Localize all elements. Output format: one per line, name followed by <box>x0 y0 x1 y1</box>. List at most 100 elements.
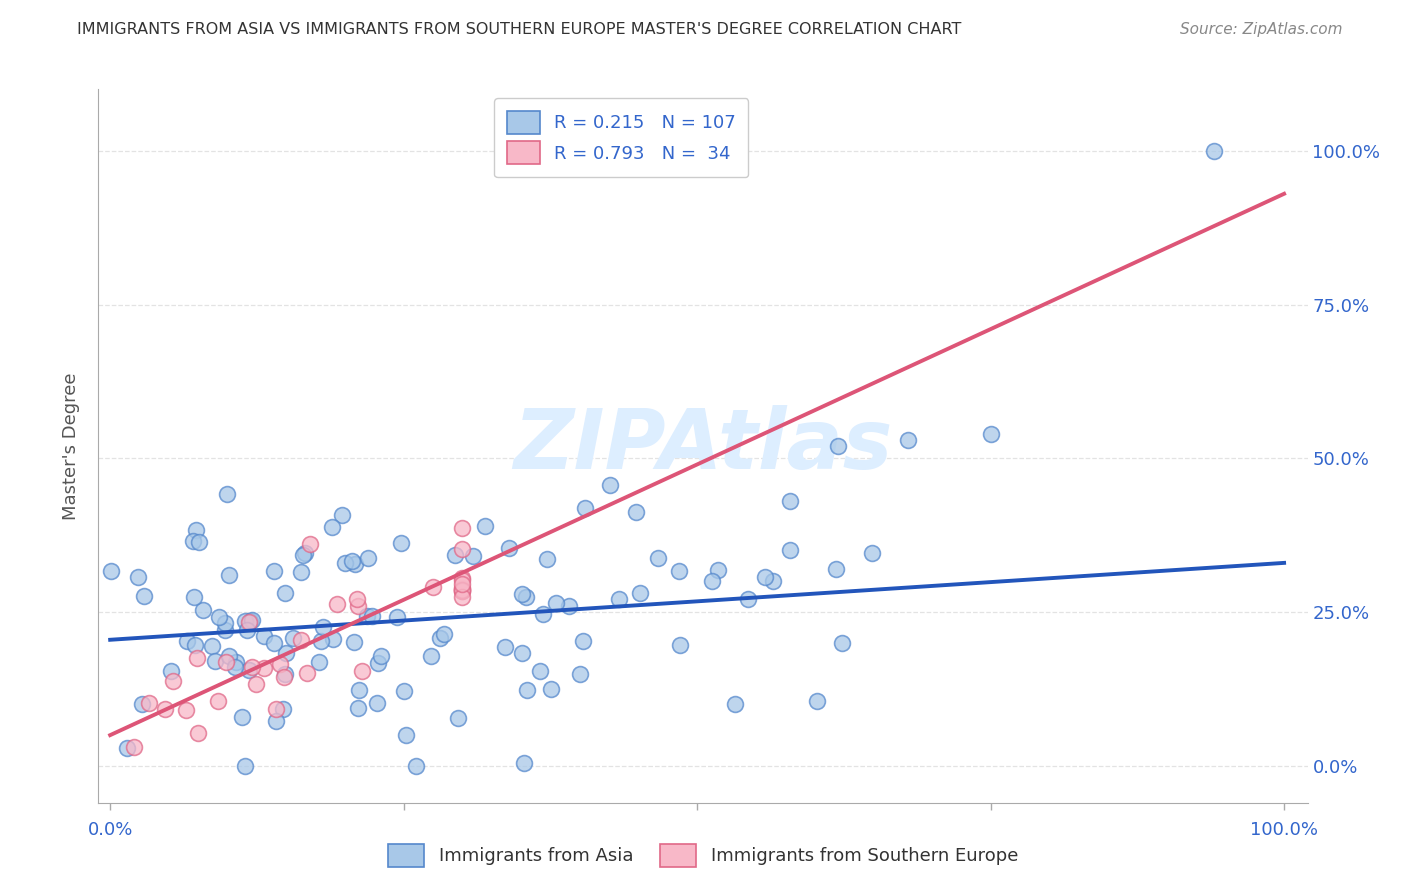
Point <box>274 667 297 681</box>
Point <box>100 564 122 578</box>
Point <box>451 583 474 598</box>
Point <box>831 635 853 649</box>
Point <box>207 694 229 708</box>
Point <box>824 561 846 575</box>
Point <box>162 673 184 688</box>
Point <box>131 698 153 712</box>
Point <box>422 580 444 594</box>
Point <box>176 633 198 648</box>
Point <box>245 677 267 691</box>
Point <box>451 582 474 596</box>
Point <box>263 636 285 650</box>
Point <box>474 519 496 533</box>
Point <box>558 599 581 613</box>
Point <box>531 607 554 621</box>
Point <box>218 649 240 664</box>
Point <box>215 655 238 669</box>
Point <box>193 603 215 617</box>
Point <box>346 701 368 715</box>
Point <box>574 501 596 516</box>
Text: ZIPAtlas: ZIPAtlas <box>513 406 893 486</box>
Point <box>451 542 474 557</box>
Point <box>217 486 239 500</box>
Point <box>340 553 363 567</box>
Point <box>253 661 276 675</box>
Point <box>155 702 177 716</box>
Point <box>214 616 236 631</box>
Point <box>447 711 470 725</box>
Point <box>326 597 349 611</box>
Point <box>322 632 344 646</box>
Point <box>263 564 285 578</box>
Point <box>700 574 723 589</box>
Point <box>218 567 240 582</box>
Point <box>443 548 465 562</box>
Point <box>291 548 314 562</box>
Point <box>295 666 318 681</box>
Point <box>599 478 621 492</box>
Point <box>669 638 692 652</box>
Point <box>607 591 630 606</box>
Point <box>127 570 149 584</box>
Point <box>806 694 828 708</box>
Point <box>184 523 207 537</box>
Legend: R = 0.215   N = 107, R = 0.793   N =  34: R = 0.215 N = 107, R = 0.793 N = 34 <box>495 98 748 178</box>
Point <box>516 682 538 697</box>
Point <box>624 505 647 519</box>
Point <box>1202 144 1225 158</box>
Point <box>347 599 370 614</box>
Point <box>361 609 384 624</box>
Point <box>724 697 747 711</box>
Point <box>233 614 256 628</box>
Point <box>510 646 533 660</box>
Y-axis label: Master's Degree: Master's Degree <box>62 372 80 520</box>
Point <box>298 537 321 551</box>
Point <box>335 556 357 570</box>
Point <box>344 557 367 571</box>
Point <box>238 663 260 677</box>
Point <box>312 620 335 634</box>
Point <box>389 536 412 550</box>
Point <box>233 759 256 773</box>
Point <box>451 576 474 591</box>
Point <box>160 664 183 678</box>
Point <box>498 541 520 556</box>
Point <box>512 756 534 770</box>
Point <box>274 586 297 600</box>
Point <box>281 632 304 646</box>
Point <box>238 615 260 630</box>
Point <box>370 648 392 663</box>
Point <box>572 634 595 648</box>
Point <box>264 714 287 729</box>
Point <box>122 739 145 754</box>
Point <box>240 613 263 627</box>
Point <box>115 740 138 755</box>
Point <box>269 657 291 671</box>
Point <box>628 586 651 600</box>
Point <box>187 535 209 549</box>
Point <box>204 654 226 668</box>
Point <box>451 583 474 598</box>
Point <box>536 552 558 566</box>
Point <box>294 546 316 560</box>
Point <box>352 664 374 678</box>
Point <box>184 638 207 652</box>
Point <box>224 660 246 674</box>
Point <box>540 681 562 696</box>
Point <box>273 670 295 684</box>
Point <box>395 729 418 743</box>
Point <box>862 546 884 560</box>
Point <box>138 696 160 710</box>
Legend: Immigrants from Asia, Immigrants from Southern Europe: Immigrants from Asia, Immigrants from So… <box>381 837 1025 874</box>
Point <box>347 683 370 698</box>
Point <box>451 573 474 587</box>
Point <box>405 759 427 773</box>
Text: 100.0%: 100.0% <box>1250 822 1317 839</box>
Point <box>706 563 728 577</box>
Point <box>366 696 388 710</box>
Point <box>754 570 776 584</box>
Point <box>429 632 451 646</box>
Point <box>187 726 209 740</box>
Point <box>253 629 276 643</box>
Point <box>346 592 368 607</box>
